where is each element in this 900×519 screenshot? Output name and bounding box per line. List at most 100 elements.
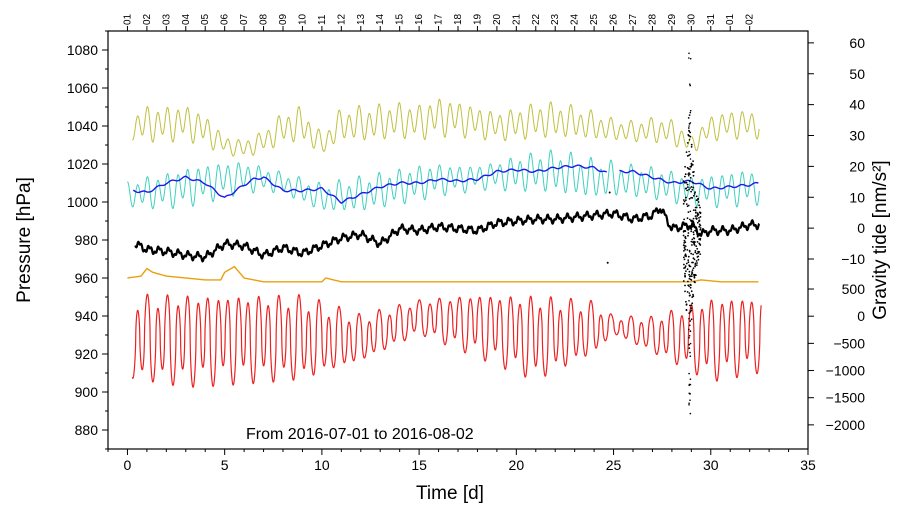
noise-dot (696, 221, 699, 224)
noise-dot (688, 285, 690, 288)
date-tick-label: 06 (220, 13, 231, 25)
noise-dot (688, 57, 690, 59)
noise-dot (691, 238, 694, 241)
noise-dot (688, 270, 691, 273)
noise-dot (689, 399, 691, 402)
noise-dot (690, 230, 693, 233)
noise-dot (692, 220, 695, 223)
x-tick-label: 25 (606, 457, 622, 473)
noise-dot (684, 173, 687, 176)
noise-dot (689, 153, 691, 156)
noise-dot (692, 181, 694, 184)
noise-dot (690, 226, 693, 229)
noise-dot (695, 206, 698, 209)
noise-dot (684, 175, 686, 178)
noise-dot (692, 194, 695, 197)
noise-dot (692, 186, 695, 189)
noise-dot (688, 404, 690, 406)
y-axis-left-title: Pressure [hPa] (14, 177, 35, 303)
y-left-tick-label: 900 (75, 384, 99, 400)
noise-dot (690, 273, 693, 276)
noise-dot (691, 296, 694, 298)
y-left-tick-label: 940 (75, 308, 99, 324)
noise-dot (695, 264, 698, 266)
noise-dot (689, 412, 692, 415)
noise-dot (687, 117, 690, 119)
date-tick-label: 31 (706, 13, 717, 25)
noise-dot (688, 372, 690, 375)
date-tick-label: 02 (745, 13, 756, 25)
y-left-tick-label: 1000 (67, 194, 98, 210)
noise-dot (688, 335, 691, 337)
noise-dot (684, 284, 686, 287)
noise-dot (685, 262, 688, 265)
y-left-tick-label: 1060 (67, 80, 98, 96)
date-tick-label: 01 (122, 13, 133, 25)
x-tick-label: 10 (314, 457, 330, 473)
noise-dot (688, 273, 690, 276)
y-axis-right-title: Gravity tide [nm/s²] (870, 160, 891, 319)
noise-dot (699, 216, 702, 218)
noise-dot (688, 139, 691, 141)
y-right-tick-label: 60 (849, 35, 865, 51)
noise-dot (688, 384, 690, 387)
noise-dot (686, 183, 689, 186)
noise-dot (694, 262, 697, 265)
date-tick-label: 12 (336, 13, 347, 25)
date-tick-label: 22 (531, 13, 542, 25)
noise-dot (693, 244, 696, 246)
noise-dot (689, 122, 692, 124)
noise-dot (684, 254, 687, 257)
date-tick-label: 04 (181, 13, 192, 25)
date-tick-label: 26 (609, 13, 620, 25)
noise-dot (689, 187, 691, 189)
noise-dot (693, 241, 696, 244)
noise-dot (695, 260, 698, 262)
noise-dot (690, 143, 693, 146)
x-tick-label: 15 (411, 457, 427, 473)
noise-dot (699, 206, 701, 209)
noise-dot (688, 52, 690, 55)
date-tick-label: 27 (628, 13, 639, 25)
noise-dot (687, 259, 690, 261)
noise-dot (684, 265, 687, 268)
noise-dot (684, 236, 687, 239)
y-right-tick-label: 50 (849, 66, 865, 82)
noise-dot (695, 195, 698, 198)
noise-dot (692, 267, 695, 270)
noise-dot (688, 317, 690, 320)
noise-dot (685, 300, 687, 303)
noise-dot (699, 228, 702, 231)
noise-dot (692, 174, 695, 177)
noise-dot (694, 215, 697, 218)
noise-dot (689, 304, 691, 307)
noise-dot (697, 258, 700, 261)
noise-dot (694, 281, 696, 284)
date-tick-label: 20 (492, 13, 503, 25)
noise-dot (688, 392, 690, 395)
y-right-tick-label: −500 (833, 335, 865, 351)
y-right-tick-label: 40 (849, 97, 865, 113)
noise-dot (692, 257, 695, 260)
noise-dot (690, 186, 693, 188)
noise-dot (697, 201, 700, 203)
noise-dot (690, 275, 693, 278)
noise-dot (689, 135, 692, 138)
noise-dot (693, 258, 696, 261)
noise-dot (684, 274, 686, 277)
noise-dot (682, 256, 685, 259)
y-right-tick-label: 20 (849, 158, 865, 174)
noise-dot (693, 274, 696, 277)
noise-dot (687, 280, 689, 283)
noise-dot (696, 262, 698, 264)
date-tick-label: 21 (511, 13, 522, 25)
noise-dot (688, 264, 691, 267)
noise-dot (698, 204, 700, 207)
noise-dot (686, 249, 689, 251)
noise-dot (689, 275, 691, 278)
noise-dot (698, 243, 701, 246)
noise-dot (695, 211, 697, 214)
noise-dot (685, 181, 688, 184)
noise-dot (692, 160, 694, 163)
date-tick-label: 09 (278, 13, 289, 25)
